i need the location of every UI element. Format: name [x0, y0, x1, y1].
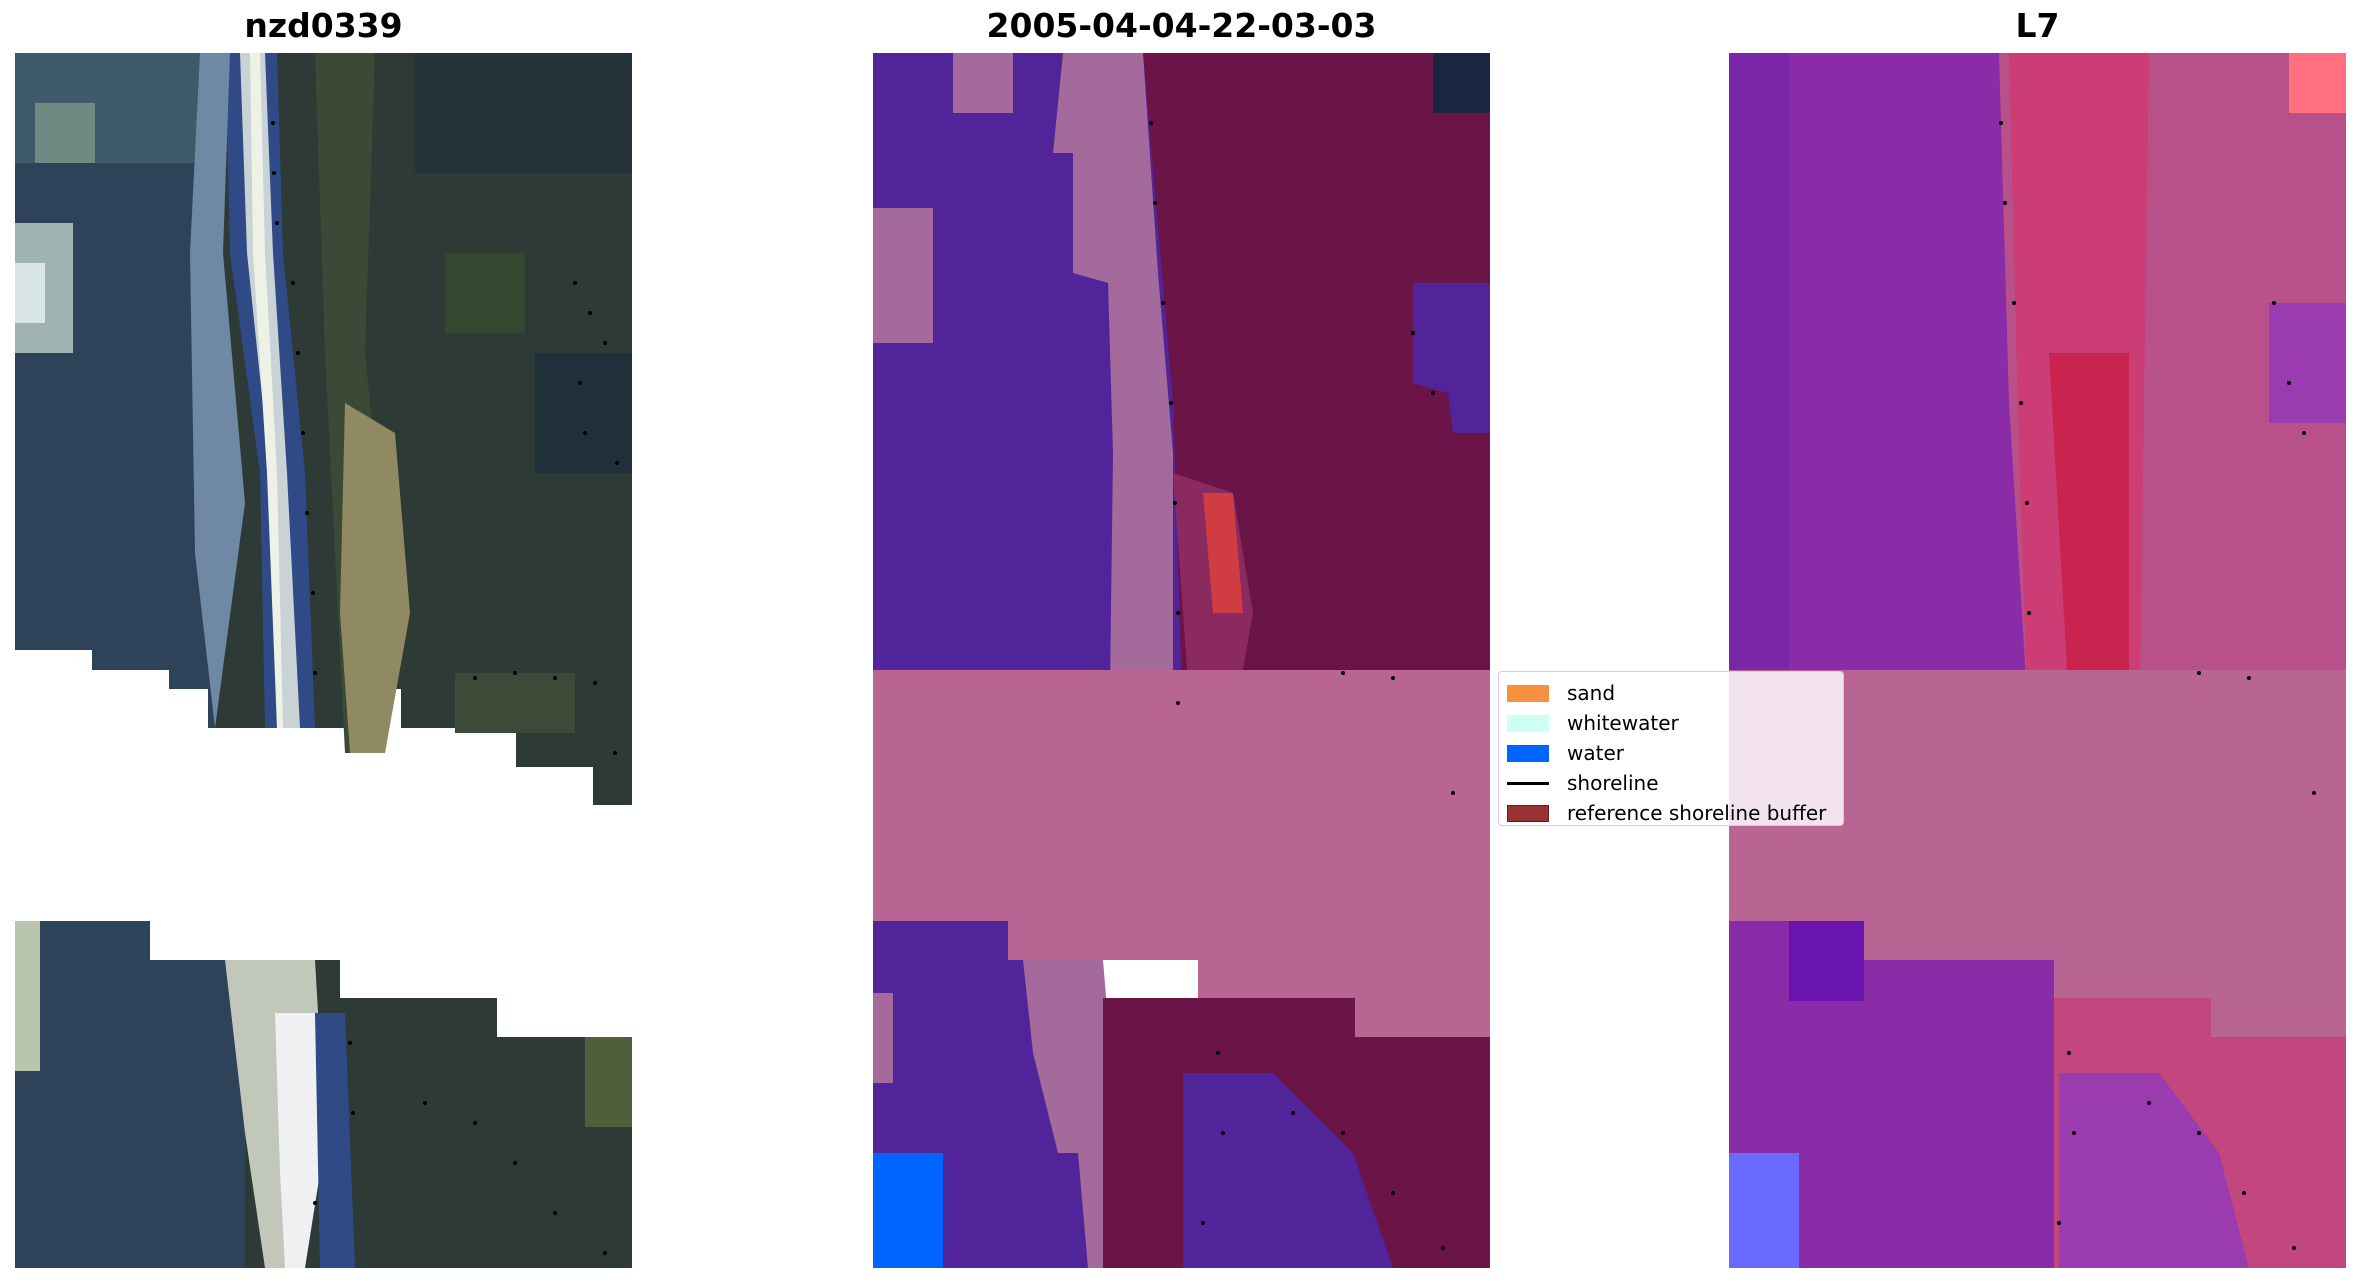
legend-item-water: water — [1507, 738, 1843, 768]
index-image — [1729, 53, 2346, 1268]
sand-swatch — [1507, 684, 1549, 702]
panel-title-index: L7 — [2015, 6, 2060, 45]
legend: sand whitewater water shoreline referenc… — [1498, 671, 1844, 826]
panel-title-image: nzd0339 — [244, 6, 403, 45]
satellite-rgb-image — [15, 53, 632, 1268]
index-upper-scene — [1729, 53, 2346, 753]
index-shoreline-dots — [1999, 121, 2316, 1250]
rgb-upper-scene — [15, 53, 632, 805]
panel-title-classification: 2005-04-04-22-03-03 — [986, 6, 1377, 45]
classified-image — [873, 53, 1490, 1268]
shoreline-line-swatch — [1507, 781, 1549, 785]
rgb-shoreline-dots — [271, 121, 619, 1255]
legend-item-sand: sand — [1507, 678, 1843, 708]
legend-item-whitewater: whitewater — [1507, 708, 1843, 738]
legend-item-shoreline: shoreline — [1507, 768, 1843, 798]
whitewater-swatch — [1507, 714, 1549, 732]
class-shoreline-dots — [1149, 121, 1455, 1250]
water-swatch — [1507, 744, 1549, 762]
legend-label-water: water — [1567, 741, 1624, 765]
rgb-lower-scene — [15, 921, 632, 1268]
legend-label-sand: sand — [1567, 681, 1616, 705]
legend-item-reference-buffer: reference shoreline buffer — [1507, 798, 1843, 828]
legend-label-shoreline: shoreline — [1567, 771, 1659, 795]
reference-buffer-swatch — [1507, 804, 1549, 822]
index-lower-scene — [1729, 921, 2346, 1268]
legend-label-whitewater: whitewater — [1567, 711, 1679, 735]
class-lower-scene — [873, 921, 1490, 1268]
index-buffer-band — [1729, 670, 2346, 1037]
legend-label-reference-buffer: reference shoreline buffer — [1567, 801, 1827, 825]
